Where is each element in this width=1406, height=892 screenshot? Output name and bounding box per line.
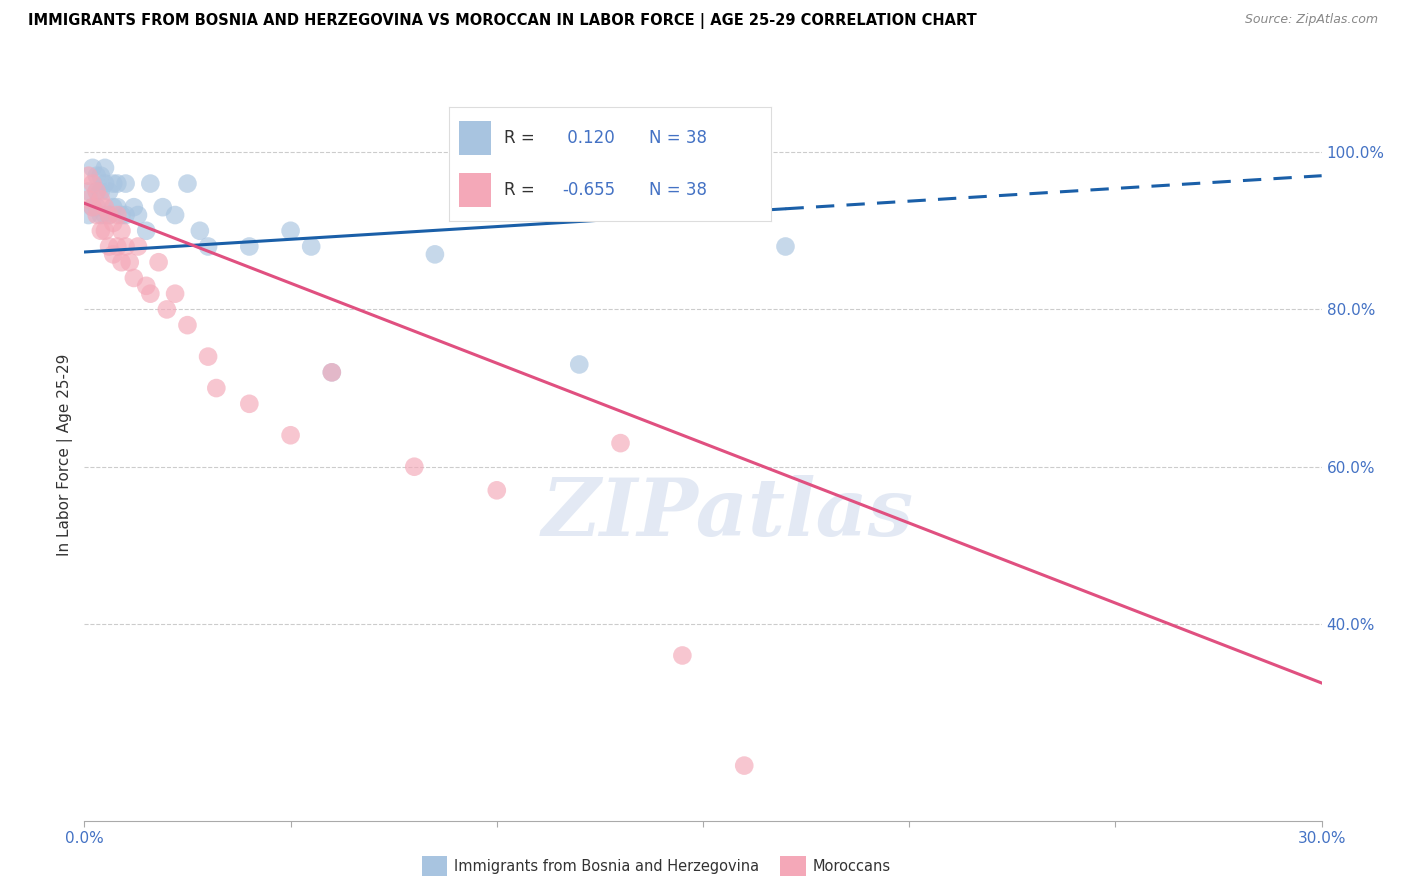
Point [485,483,508,498]
Text: IMMIGRANTS FROM BOSNIA AND HERZEGOVINA VS MOROCCAN IN LABOR FORCE | AGE 25-29 CO: IMMIGRANTS FROM BOSNIA AND HERZEGOVINA V… [28,13,977,29]
Point [110,208,132,222]
Point [568,358,591,372]
Point [103,247,125,261]
Point [98,239,121,253]
Point [299,239,322,253]
Point [105,239,128,253]
Point [82,161,104,175]
Point [135,224,157,238]
Point [77,208,100,222]
Point [94,208,117,222]
Point [82,200,104,214]
Point [98,185,121,199]
Text: Immigrants from Bosnia and Herzegovina: Immigrants from Bosnia and Herzegovina [454,859,759,873]
Point [114,239,136,253]
Point [86,185,108,199]
Point [86,200,108,214]
Point [197,350,219,364]
Point [671,648,693,663]
Point [110,255,132,269]
Point [423,247,446,261]
Point [103,216,125,230]
Point [114,208,136,222]
Point [127,208,149,222]
Point [118,255,141,269]
Point [152,200,174,214]
Point [82,177,104,191]
Point [122,200,145,214]
Point [148,255,170,269]
Point [176,318,198,333]
Point [90,208,112,222]
Point [90,192,112,206]
Point [105,177,128,191]
Point [165,286,187,301]
Point [105,200,128,214]
Y-axis label: In Labor Force | Age 25-29: In Labor Force | Age 25-29 [58,354,73,556]
Point [139,177,162,191]
Point [188,224,211,238]
Point [98,208,121,222]
Point [775,239,797,253]
Point [90,224,112,238]
Point [82,200,104,214]
Text: ZIPatlas: ZIPatlas [541,475,914,552]
Point [94,200,117,214]
Point [127,239,149,253]
Point [197,239,219,253]
Point [321,365,343,379]
Point [105,208,128,222]
Point [94,224,117,238]
Point [90,169,112,183]
Point [98,208,121,222]
Point [321,365,343,379]
Point [86,185,108,199]
Text: Source: ZipAtlas.com: Source: ZipAtlas.com [1244,13,1378,27]
Point [86,169,108,183]
Point [94,161,117,175]
Point [156,302,179,317]
Point [122,271,145,285]
Point [139,286,162,301]
Point [77,185,100,199]
Point [238,239,260,253]
Point [90,185,112,199]
Point [77,192,100,206]
Point [176,177,198,191]
Text: Moroccans: Moroccans [813,859,891,873]
Point [238,397,260,411]
Point [280,224,302,238]
Point [165,208,187,222]
Point [77,169,100,183]
Point [94,177,117,191]
Point [280,428,302,442]
Point [404,459,426,474]
Point [103,177,125,191]
Point [86,208,108,222]
Point [135,278,157,293]
Point [205,381,228,395]
Point [114,177,136,191]
Point [733,758,755,772]
Point [110,224,132,238]
Point [609,436,631,450]
Point [103,200,125,214]
